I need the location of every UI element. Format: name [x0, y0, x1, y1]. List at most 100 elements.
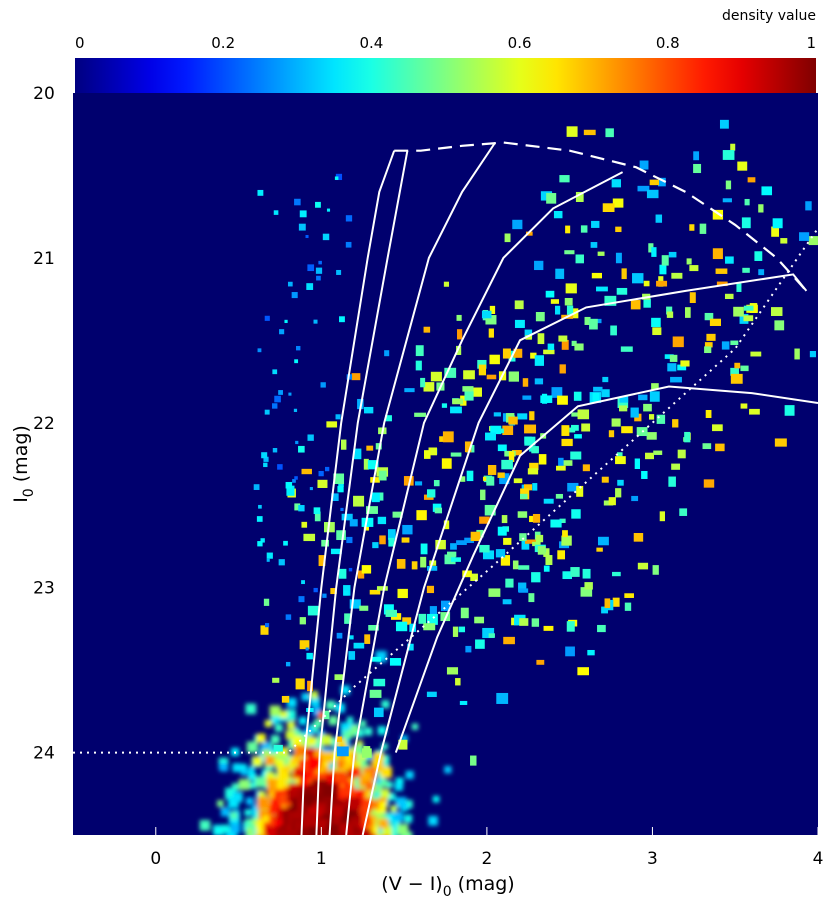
density-cell: [375, 844, 383, 852]
density-cell: [286, 697, 297, 708]
density-cell: [724, 293, 734, 300]
density-cell: [292, 837, 303, 848]
density-cell: [721, 341, 730, 350]
density-cell: [343, 834, 355, 835]
density-cell: [310, 842, 318, 850]
density-cell: [309, 851, 316, 858]
density-cell: [283, 846, 290, 853]
density-cell: [257, 189, 264, 196]
density-cell: [517, 511, 528, 518]
density-cell: [302, 853, 315, 866]
density-cell: [305, 849, 314, 858]
density-cell: [318, 470, 324, 477]
density-cell: [281, 846, 292, 857]
density-cell: [567, 482, 579, 492]
density-cell: [336, 844, 349, 857]
density-cell: [283, 843, 291, 851]
density-cell: [305, 849, 315, 859]
density-cell: [343, 780, 352, 789]
density-cell: [287, 848, 296, 857]
density-cell: [327, 849, 340, 862]
density-cell: [294, 846, 304, 856]
density-cell: [535, 534, 544, 543]
density-cell: [340, 850, 354, 864]
density-cell: [784, 405, 795, 416]
density-cell: [328, 841, 337, 850]
density-cell: [296, 841, 306, 851]
density-cell: [319, 838, 327, 846]
density-cell: [290, 834, 304, 835]
density-cell: [553, 210, 563, 219]
density-cell: [345, 848, 356, 859]
density-cell: [347, 849, 359, 861]
density-cell: [257, 796, 270, 810]
density-cell: [240, 768, 248, 776]
density-cell: [280, 842, 290, 852]
density-cell: [301, 838, 312, 849]
density-cell: [330, 846, 338, 854]
density-cell: [317, 836, 326, 845]
density-cell: [260, 625, 269, 635]
density-cell: [300, 838, 313, 851]
density-cell: [330, 836, 337, 843]
density-cell: [308, 841, 315, 848]
density-cell: [307, 836, 316, 845]
density-cell: [299, 839, 313, 853]
density-cell: [375, 853, 385, 863]
density-cell: [325, 843, 335, 853]
density-cell: [392, 820, 401, 828]
density-cell: [326, 838, 341, 853]
density-cell: [323, 833, 334, 835]
density-cell: [306, 854, 315, 863]
density-cell: [336, 836, 350, 850]
density-cell: [281, 850, 290, 859]
density-cell: [272, 369, 278, 375]
density-cell: [557, 550, 566, 560]
density-cell: [545, 290, 555, 298]
density-cell: [377, 826, 388, 835]
density-cell: [333, 855, 342, 864]
density-cell: [291, 847, 302, 858]
density-cell: [301, 837, 316, 852]
density-cell: [334, 834, 344, 835]
density-cell: [392, 511, 403, 518]
density-cell: [314, 836, 324, 846]
density-cell: [529, 462, 539, 471]
density-cell: [398, 849, 407, 858]
density-cell: [305, 841, 316, 852]
density-cell: [330, 846, 339, 855]
density-cell: [363, 458, 369, 470]
density-cell: [326, 836, 333, 843]
density-cell: [328, 836, 339, 847]
density-cell: [295, 843, 309, 857]
density-cell: [317, 836, 326, 845]
density-cell: [336, 853, 347, 864]
density-cell: [322, 835, 330, 843]
density-cell: [313, 837, 323, 847]
density-cell: [344, 837, 354, 847]
density-cell: [297, 841, 309, 853]
density-cell: [363, 746, 371, 757]
density-cell: [341, 839, 348, 846]
density-cell: [306, 849, 316, 859]
density-cell: [540, 395, 553, 403]
density-cell: [387, 792, 396, 801]
density-cell: [566, 126, 578, 137]
density-cell: [293, 853, 306, 866]
density-cell: [295, 852, 305, 862]
density-cell: [299, 846, 311, 858]
density-cell: [327, 840, 339, 852]
density-cell: [305, 847, 316, 858]
density-cell: [328, 853, 341, 866]
density-cell: [293, 837, 305, 849]
density-cell: [297, 846, 312, 861]
density-cell: [423, 450, 431, 459]
density-cell: [298, 853, 307, 862]
density-cell: [357, 851, 366, 860]
density-cell: [395, 621, 408, 632]
density-cell: [386, 846, 397, 857]
density-cell: [291, 851, 302, 862]
density-cell: [680, 360, 690, 367]
density-cell: [292, 736, 302, 746]
density-cell: [309, 836, 319, 846]
